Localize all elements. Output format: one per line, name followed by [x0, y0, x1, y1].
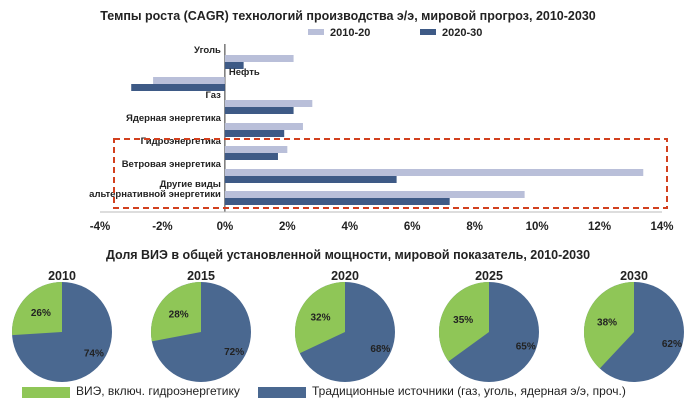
pie-label-renewable-2020: 32% [311, 312, 331, 323]
bar-2010-20-4 [224, 146, 288, 153]
pie-slice-renewable-2010 [12, 282, 62, 336]
x-tick-label-9: 14% [650, 221, 673, 233]
pie-section-title: Доля ВИЭ в общей установленной мощности,… [106, 248, 590, 262]
x-tick-label-5: 6% [404, 221, 421, 233]
legend-swatch-traditional [258, 387, 306, 398]
pie-slice-renewable-2025 [439, 282, 489, 362]
pie-slice-renewable-2020 [294, 282, 345, 354]
legend-label-2010-20: 2010-20 [330, 27, 370, 39]
bar-legend: 2010-20 2020-30 [308, 27, 482, 39]
category-label-5: Ветровая энергетика [122, 159, 222, 170]
category-label-4: Гидроэнергетика [141, 136, 222, 147]
category-label-0: Уголь [194, 45, 221, 56]
pie-year-label-2025: 2025 [475, 269, 503, 283]
pie-year-label-2030: 2030 [620, 269, 648, 283]
pie-2030: 2030 38% 62% [584, 269, 684, 382]
pie-slice-renewable-2030 [584, 282, 634, 369]
pie-2025: 2025 35% 65% [439, 269, 539, 382]
bar-tick-labels: -4% -2% 0% 2% 4% 6% 8% 10% 12% 14% [90, 221, 674, 233]
bar-chart-title: Темпы роста (CAGR) технологий производст… [100, 9, 596, 23]
bar-2020-30-0 [224, 62, 244, 69]
bar-2020-30-6 [224, 198, 450, 205]
bar-2020-30-2 [224, 107, 294, 114]
legend-swatch-2020-30 [420, 29, 436, 35]
pie-2010: 2010 26% 74% [12, 269, 112, 382]
pie-label-traditional-2030: 62% [662, 339, 682, 350]
x-tick-label-8: 12% [588, 221, 611, 233]
bar-2020-30-5 [224, 176, 397, 183]
bar-2010-20-2 [224, 100, 313, 107]
pie-label-renewable-2015: 28% [169, 310, 189, 321]
x-tick-label-6: 8% [466, 221, 483, 233]
pie-label-traditional-2020: 68% [370, 344, 390, 355]
pie-year-label-2020: 2020 [331, 269, 359, 283]
legend-label-renewable: ВИЭ, включ. гидроэнергетику [76, 384, 240, 398]
legend-label-2020-30: 2020-30 [442, 27, 482, 39]
bar-2010-20-3 [224, 123, 303, 130]
legend-label-traditional: Традиционные источники (газ, уголь, ядер… [312, 384, 626, 398]
pie-label-traditional-2010: 74% [84, 349, 104, 360]
x-tick-label-7: 10% [526, 221, 549, 233]
bar-2010-20-1 [153, 77, 225, 84]
bar-2020-30-4 [224, 153, 278, 160]
category-label-2: Газ [205, 90, 221, 101]
pie-year-label-2015: 2015 [187, 269, 215, 283]
x-tick-label-0: -4% [90, 221, 110, 233]
pie-2015: 2015 28% 72% [150, 269, 251, 382]
x-tick-label-2: 0% [217, 221, 234, 233]
pie-label-traditional-2015: 72% [224, 347, 244, 358]
pie-2020: 2020 32% 68% [294, 269, 395, 382]
pie-label-traditional-2025: 65% [516, 342, 536, 353]
bar-category-labels: Уголь Нефть Газ Ядерная энергетика Гидроэнер… [89, 45, 260, 200]
bar-2020-30-3 [224, 130, 285, 137]
x-tick-label-4: 4% [341, 221, 358, 233]
category-label-6-line-0: Другие виды [160, 179, 221, 190]
category-label-6-line-1: альтернативной энергетики [89, 189, 221, 200]
pie-year-label-2010: 2010 [48, 269, 76, 283]
bar-2010-20-5 [224, 169, 644, 176]
pie-charts: 2010 26% 74% 2015 28% 72% 2020 32% 68% 2025 35% 65%… [12, 269, 684, 382]
pie-label-renewable-2010: 26% [31, 308, 51, 319]
pie-slice-renewable-2015 [150, 282, 201, 342]
category-label-3: Ядерная энергетика [126, 113, 222, 124]
x-tick-label-1: -2% [152, 221, 172, 233]
pie-label-renewable-2025: 35% [453, 315, 473, 326]
bar-marks [131, 55, 644, 205]
legend-swatch-2010-20 [308, 29, 324, 35]
pie-label-renewable-2030: 38% [597, 317, 617, 328]
bar-2010-20-6 [224, 191, 525, 198]
bar-2020-30-1 [131, 84, 225, 91]
bar-2010-20-0 [224, 55, 294, 62]
legend-swatch-renewable [22, 387, 70, 398]
category-label-1: Нефть [229, 67, 260, 78]
x-tick-label-3: 2% [279, 221, 296, 233]
